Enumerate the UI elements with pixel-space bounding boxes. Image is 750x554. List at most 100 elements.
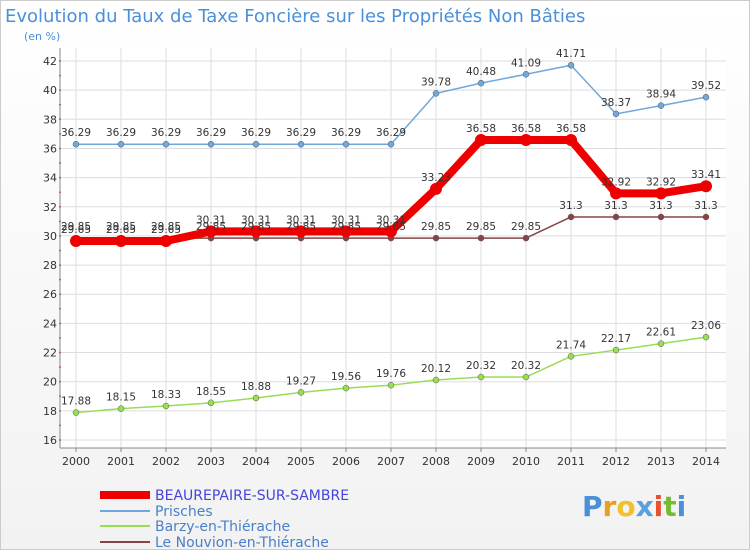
series-point-0 (700, 180, 712, 193)
y-tick-label: 36 (43, 142, 57, 155)
y-tick-label: 28 (43, 259, 57, 272)
series-point-2 (342, 384, 350, 392)
axes: 16 18 20 22 24 26 28 30 32 34 36 38 40 42 2000 2001 2002… (43, 48, 726, 468)
series-point-2 (657, 340, 665, 347)
data-label-0: 30.31 (331, 214, 361, 226)
logo-letter-r: r (603, 490, 617, 523)
logo-letter-t: t (663, 490, 676, 523)
series-point-2 (207, 399, 215, 407)
data-label-2: 18.33 (151, 389, 181, 401)
series-point-3 (477, 234, 485, 242)
data-label-1: 36.29 (196, 127, 226, 139)
x-tick-label: 2005 (287, 455, 315, 468)
data-label-3: 29.85 (331, 221, 361, 233)
series-point-0 (205, 225, 217, 238)
y-tick-label: 42 (43, 55, 57, 68)
data-label-2: 19.56 (331, 371, 361, 383)
series-point-0 (295, 225, 307, 238)
series-point-0 (70, 235, 82, 248)
x-tick-label: 2001 (107, 455, 135, 468)
series-point-1 (702, 93, 710, 101)
x-tick-label: 2007 (377, 455, 405, 468)
y-tick-label: 22 (43, 347, 57, 360)
data-label-0: 30.31 (196, 214, 226, 226)
data-label-1: 36.29 (106, 127, 136, 139)
data-label-1: 41.09 (511, 57, 541, 69)
data-label-1: 40.48 (466, 66, 496, 78)
series-point-1 (567, 61, 575, 69)
series-point-1 (657, 102, 665, 109)
data-label-0: 29.65 (61, 224, 91, 236)
data-label-1: 36.29 (151, 127, 181, 139)
series-point-0 (250, 225, 262, 238)
x-tick-label: 2012 (602, 455, 630, 468)
data-label-2: 22.61 (646, 327, 676, 339)
y-tick-label: 38 (43, 113, 57, 126)
series-point-0 (520, 134, 532, 147)
series-point-1 (342, 140, 350, 148)
legend-label-0: BEAUREPAIRE-SUR-SAMBRE (155, 488, 349, 504)
data-label-2: 23.06 (691, 320, 721, 332)
series-point-0 (565, 134, 577, 147)
data-label-0: 33.41 (691, 169, 721, 181)
y-tick-label: 34 (43, 172, 57, 185)
data-label-0: 32.92 (646, 176, 676, 188)
legend-label-1: Prisches (155, 504, 213, 520)
series-point-1 (207, 140, 215, 148)
data-label-3: 29.85 (241, 221, 271, 233)
data-labels: 29.65 29.65 29.65 30.31 30.31 30.31 30.31 30.31… (61, 48, 721, 407)
y-tick-label: 24 (43, 317, 57, 330)
x-tick-label: 2003 (197, 455, 225, 468)
data-label-3: 29.85 (466, 221, 496, 233)
y-tick-label: 26 (43, 288, 57, 301)
data-label-3: 29.85 (421, 221, 451, 233)
data-label-2: 18.88 (241, 381, 271, 393)
data-label-3: 29.85 (151, 221, 181, 233)
data-label-1: 36.29 (331, 127, 361, 139)
series-point-1 (252, 140, 260, 148)
series-point-2 (387, 381, 395, 389)
y-axis-unit-label: (en %) (24, 30, 60, 43)
data-label-1: 38.37 (601, 97, 631, 109)
series-point-3 (612, 213, 620, 221)
y-tick-label: 30 (43, 230, 57, 243)
x-tick-label: 2010 (512, 455, 540, 468)
series-point-1 (612, 110, 620, 118)
data-label-3: 29.85 (61, 221, 91, 233)
chart-title: Evolution du Taux de Taxe Foncière sur l… (5, 6, 585, 27)
data-label-2: 19.76 (376, 368, 406, 380)
series-point-0 (475, 134, 487, 147)
x-tick-label: 2004 (242, 455, 270, 468)
x-tick-label: 2014 (692, 455, 720, 468)
series-point-2 (567, 353, 575, 360)
y-tick-label: 40 (43, 84, 57, 97)
series-lines (70, 61, 712, 416)
series-point-0 (340, 225, 352, 238)
series-point-2 (432, 376, 440, 384)
data-label-3: 29.85 (376, 221, 406, 233)
logo-letter-i2: i (677, 490, 687, 523)
series-point-2 (252, 394, 260, 402)
x-tick-label: 2008 (422, 455, 450, 468)
data-label-2: 20.32 (466, 360, 496, 372)
data-label-1: 36.29 (286, 127, 316, 139)
x-tick-label: 2011 (557, 455, 585, 468)
series-point-1 (162, 140, 170, 148)
y-tick-label: 16 (43, 434, 57, 447)
data-label-2: 21.74 (556, 339, 586, 351)
data-label-2: 18.15 (106, 392, 136, 404)
data-label-2: 18.55 (196, 386, 226, 398)
data-label-1: 36.29 (241, 127, 271, 139)
series-point-1 (72, 140, 80, 148)
series-point-0 (385, 225, 397, 238)
y-tick-label: 32 (43, 201, 57, 214)
series-point-1 (387, 140, 395, 148)
legend-label-2: Barzy-en-Thiérache (155, 519, 290, 535)
data-label-1: 41.71 (556, 48, 586, 60)
x-tick-label: 2013 (647, 455, 675, 468)
data-label-0: 30.31 (286, 214, 316, 226)
legend: BEAUREPAIRE-SUR-SAMBREPrischesBarzy-en-T… (100, 488, 349, 551)
y-tick-label: 20 (43, 376, 57, 389)
data-label-3: 29.85 (106, 221, 136, 233)
data-label-2: 20.32 (511, 360, 541, 372)
